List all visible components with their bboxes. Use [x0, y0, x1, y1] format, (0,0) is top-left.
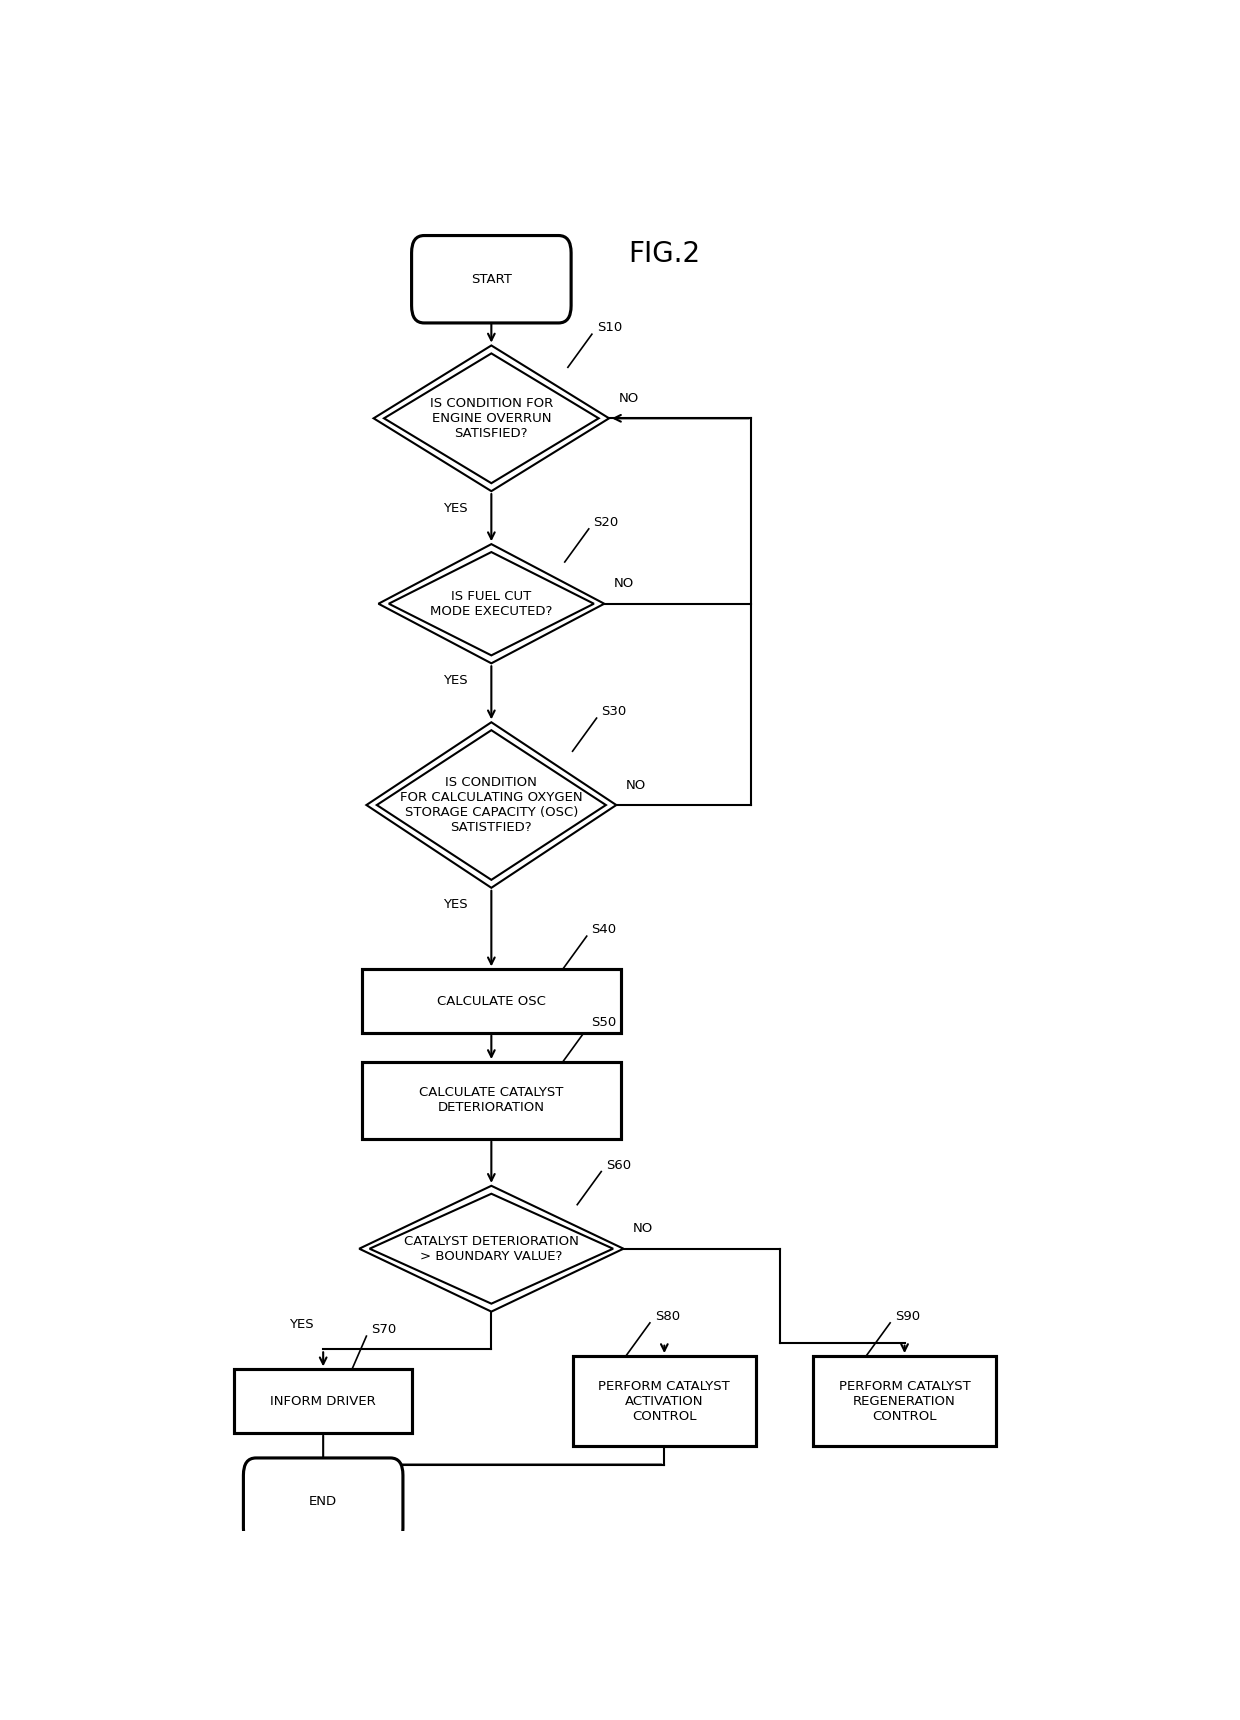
Text: START: START: [471, 273, 512, 286]
Bar: [362, 1061, 621, 1139]
Bar: [362, 970, 621, 1032]
Text: CATALYST DETERIORATION
> BOUNDARY VALUE?: CATALYST DETERIORATION > BOUNDARY VALUE?: [404, 1235, 579, 1262]
Text: FIG.2: FIG.2: [629, 239, 701, 268]
Polygon shape: [373, 346, 609, 492]
Polygon shape: [378, 544, 604, 664]
Text: S50: S50: [591, 1017, 616, 1029]
Text: PERFORM CATALYST
ACTIVATION
CONTROL: PERFORM CATALYST ACTIVATION CONTROL: [599, 1379, 730, 1422]
Bar: [573, 1355, 755, 1447]
Text: S40: S40: [591, 924, 616, 936]
Text: YES: YES: [289, 1318, 314, 1331]
Text: S10: S10: [596, 322, 622, 334]
Text: YES: YES: [443, 502, 467, 514]
Text: YES: YES: [443, 898, 467, 912]
Text: S30: S30: [601, 705, 626, 719]
Text: NO: NO: [626, 779, 646, 791]
Text: IS FUEL CUT
MODE EXECUTED?: IS FUEL CUT MODE EXECUTED?: [430, 590, 553, 617]
Text: IS CONDITION FOR
ENGINE OVERRUN
SATISFIED?: IS CONDITION FOR ENGINE OVERRUN SATISFIE…: [430, 397, 553, 440]
Text: NO: NO: [634, 1223, 653, 1235]
FancyBboxPatch shape: [412, 236, 572, 323]
Text: S90: S90: [895, 1311, 920, 1323]
Polygon shape: [377, 731, 606, 881]
Polygon shape: [360, 1185, 624, 1312]
Text: S20: S20: [594, 516, 619, 528]
Text: S80: S80: [655, 1311, 680, 1323]
Text: YES: YES: [443, 674, 467, 686]
Text: INFORM DRIVER: INFORM DRIVER: [270, 1395, 376, 1407]
Polygon shape: [384, 353, 599, 483]
FancyBboxPatch shape: [243, 1459, 403, 1545]
Polygon shape: [370, 1194, 613, 1304]
Text: END: END: [309, 1495, 337, 1508]
Polygon shape: [389, 552, 594, 655]
Text: S60: S60: [606, 1159, 631, 1171]
Text: CALCULATE OSC: CALCULATE OSC: [436, 994, 546, 1008]
Text: NO: NO: [614, 578, 634, 590]
Text: CALCULATE CATALYST
DETERIORATION: CALCULATE CATALYST DETERIORATION: [419, 1087, 563, 1115]
Text: NO: NO: [619, 392, 639, 406]
Bar: [234, 1369, 412, 1433]
Text: S70: S70: [371, 1323, 397, 1336]
Text: IS CONDITION
FOR CALCULATING OXYGEN
STORAGE CAPACITY (OSC)
SATISTFIED?: IS CONDITION FOR CALCULATING OXYGEN STOR…: [401, 776, 583, 834]
Polygon shape: [367, 722, 616, 888]
Bar: [813, 1355, 996, 1447]
Text: PERFORM CATALYST
REGENERATION
CONTROL: PERFORM CATALYST REGENERATION CONTROL: [838, 1379, 971, 1422]
